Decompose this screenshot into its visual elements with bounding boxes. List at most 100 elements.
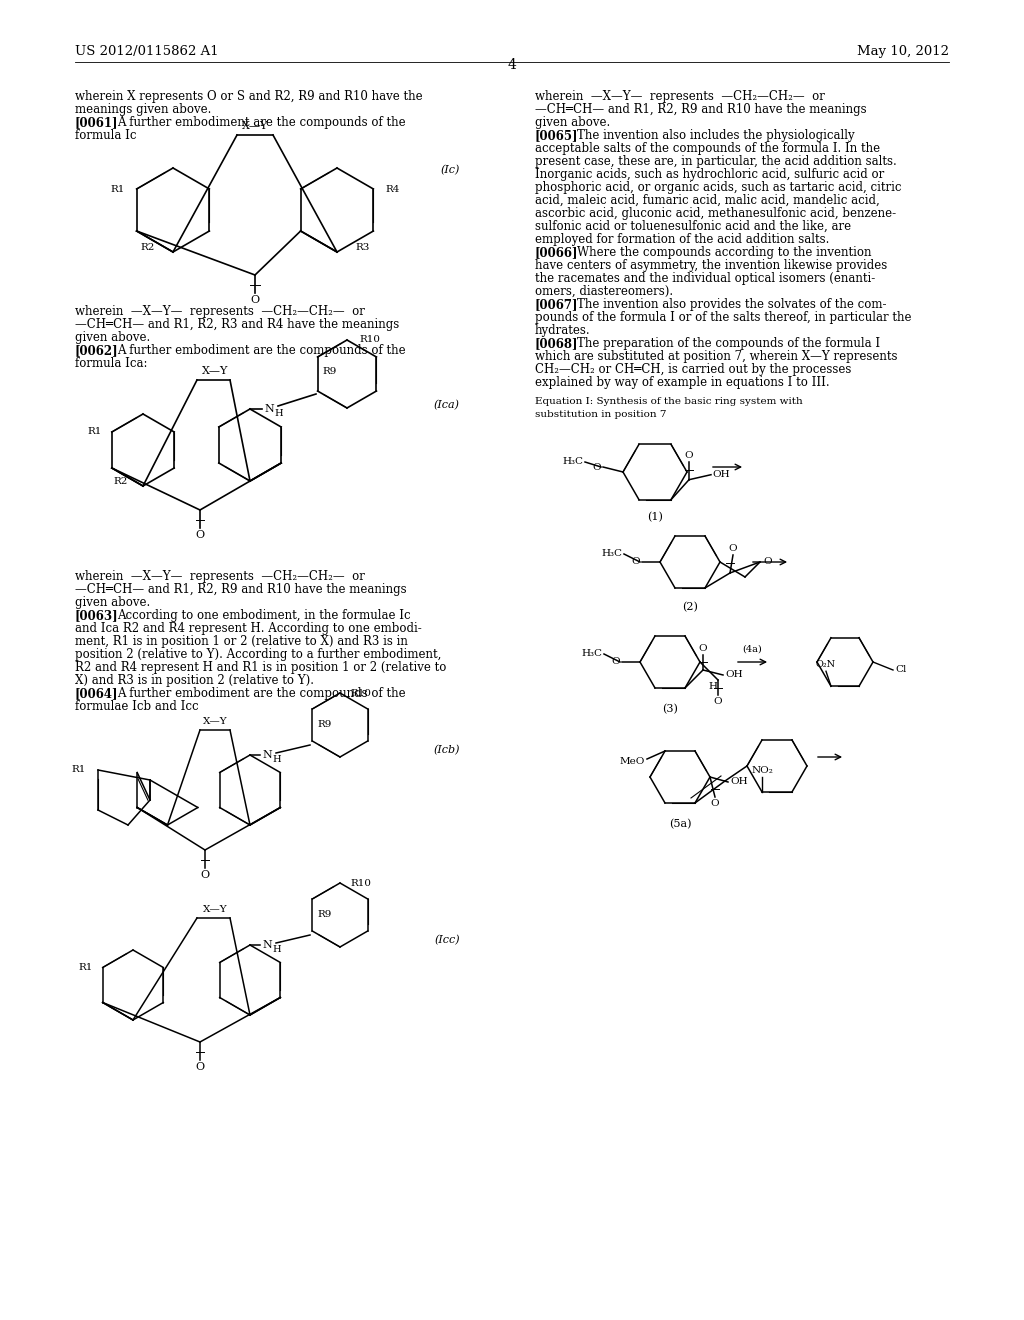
Text: The invention also provides the solvates of the com-: The invention also provides the solvates… (577, 298, 887, 312)
Text: [0063]: [0063] (75, 609, 119, 622)
Text: formula Ica:: formula Ica: (75, 356, 147, 370)
Text: O: O (196, 1063, 205, 1072)
Text: H: H (272, 945, 281, 953)
Text: R2 and R4 represent H and R1 is in position 1 or 2 (relative to: R2 and R4 represent H and R1 is in posit… (75, 661, 446, 675)
Text: The preparation of the compounds of the formula I: The preparation of the compounds of the … (577, 337, 880, 350)
Text: O: O (711, 799, 719, 808)
Text: (4a): (4a) (742, 645, 762, 653)
Text: O: O (592, 462, 601, 471)
Text: O: O (251, 294, 259, 305)
Text: OH: OH (712, 470, 730, 479)
Text: [0064]: [0064] (75, 686, 119, 700)
Text: substitution in position 7: substitution in position 7 (535, 411, 667, 418)
Text: wherein X represents O or S and R2, R9 and R10 have the: wherein X represents O or S and R2, R9 a… (75, 90, 423, 103)
Text: R2: R2 (140, 243, 155, 252)
Text: X—Y: X—Y (202, 366, 228, 376)
Text: Where the compounds according to the invention: Where the compounds according to the inv… (577, 246, 871, 259)
Text: N: N (262, 940, 271, 950)
Text: ment, R1 is in position 1 or 2 (relative to X) and R3 is in: ment, R1 is in position 1 or 2 (relative… (75, 635, 408, 648)
Text: X—Y: X—Y (242, 121, 268, 131)
Text: O: O (763, 557, 772, 566)
Text: hydrates.: hydrates. (535, 323, 591, 337)
Text: acceptable salts of the compounds of the formula I. In the: acceptable salts of the compounds of the… (535, 143, 880, 154)
Text: R1: R1 (87, 428, 101, 437)
Text: —CH═CH— and R1, R2, R3 and R4 have the meanings: —CH═CH— and R1, R2, R3 and R4 have the m… (75, 318, 399, 331)
Text: present case, these are, in particular, the acid addition salts.: present case, these are, in particular, … (535, 154, 897, 168)
Text: H₃C: H₃C (601, 549, 622, 558)
Text: (5a): (5a) (669, 818, 691, 829)
Text: X—Y: X—Y (203, 906, 227, 913)
Text: O: O (196, 531, 205, 540)
Text: R1: R1 (78, 964, 93, 972)
Text: CH₂—CH₂ or CH═CH, is carried out by the processes: CH₂—CH₂ or CH═CH, is carried out by the … (535, 363, 851, 376)
Text: MeO: MeO (620, 756, 645, 766)
Text: explained by way of example in equations I to III.: explained by way of example in equations… (535, 376, 829, 389)
Text: formulae Icb and Icc: formulae Icb and Icc (75, 700, 199, 713)
Text: [0066]: [0066] (535, 246, 579, 259)
Text: R10: R10 (350, 689, 371, 697)
Text: US 2012/0115862 A1: US 2012/0115862 A1 (75, 45, 219, 58)
Text: wherein  —X—Y—  represents  —CH₂—CH₂—  or: wherein —X—Y— represents —CH₂—CH₂— or (75, 305, 365, 318)
Text: R9: R9 (323, 367, 337, 376)
Text: the racemates and the individual optical isomers (enanti-: the racemates and the individual optical… (535, 272, 876, 285)
Text: O: O (698, 644, 708, 653)
Text: N: N (262, 750, 271, 760)
Text: X—Y: X—Y (203, 717, 227, 726)
Text: R1: R1 (72, 766, 86, 775)
Text: OH: OH (725, 671, 742, 680)
Text: Inorganic acids, such as hydrochloric acid, sulfuric acid or: Inorganic acids, such as hydrochloric ac… (535, 168, 885, 181)
Text: employed for formation of the acid addition salts.: employed for formation of the acid addit… (535, 234, 829, 246)
Text: (Icb): (Icb) (433, 744, 460, 755)
Text: O₂N: O₂N (816, 660, 836, 669)
Text: pounds of the formula I or of the salts thereof, in particular the: pounds of the formula I or of the salts … (535, 312, 911, 323)
Text: wherein  —X—Y—  represents  —CH₂—CH₂—  or: wherein —X—Y— represents —CH₂—CH₂— or (75, 570, 365, 583)
Text: O: O (714, 697, 722, 706)
Text: R10: R10 (350, 879, 371, 887)
Text: given above.: given above. (75, 597, 151, 609)
Text: (Icc): (Icc) (434, 935, 460, 945)
Text: have centers of asymmetry, the invention likewise provides: have centers of asymmetry, the invention… (535, 259, 887, 272)
Text: A further embodiment are the compounds of the: A further embodiment are the compounds o… (117, 345, 406, 356)
Text: —CH═CH— and R1, R2, R9 and R10 have the meanings: —CH═CH— and R1, R2, R9 and R10 have the … (75, 583, 407, 597)
Text: H₃C: H₃C (562, 458, 583, 466)
Text: The invention also includes the physiologically: The invention also includes the physiolo… (577, 129, 855, 143)
Text: (2): (2) (682, 602, 698, 612)
Text: O: O (632, 557, 640, 566)
Text: [0062]: [0062] (75, 345, 119, 356)
Text: O: O (685, 450, 693, 459)
Text: wherein  —X—Y—  represents  —CH₂—CH₂—  or: wherein —X—Y— represents —CH₂—CH₂— or (535, 90, 825, 103)
Text: A further embodiment are the compounds of the: A further embodiment are the compounds o… (117, 686, 406, 700)
Text: which are substituted at position 7, wherein X—Y represents: which are substituted at position 7, whe… (535, 350, 897, 363)
Text: given above.: given above. (75, 331, 151, 345)
Text: given above.: given above. (535, 116, 610, 129)
Text: NO₂: NO₂ (751, 766, 773, 775)
Text: H₃C: H₃C (581, 649, 602, 659)
Text: R3: R3 (355, 243, 370, 252)
Text: [0068]: [0068] (535, 337, 579, 350)
Text: O: O (729, 544, 737, 553)
Text: X) and R3 is in position 2 (relative to Y).: X) and R3 is in position 2 (relative to … (75, 675, 314, 686)
Text: R9: R9 (317, 719, 332, 729)
Text: R1: R1 (111, 185, 125, 194)
Text: meanings given above.: meanings given above. (75, 103, 211, 116)
Text: acid, maleic acid, fumaric acid, malic acid, mandelic acid,: acid, maleic acid, fumaric acid, malic a… (535, 194, 880, 207)
Text: (1): (1) (647, 512, 663, 523)
Text: H: H (272, 755, 281, 763)
Text: position 2 (relative to Y). According to a further embodiment,: position 2 (relative to Y). According to… (75, 648, 441, 661)
Text: H: H (274, 408, 283, 417)
Text: [0061]: [0061] (75, 116, 119, 129)
Text: R9: R9 (317, 909, 332, 919)
Text: OH: OH (730, 777, 748, 787)
Text: Cl: Cl (895, 665, 906, 675)
Text: 4: 4 (508, 58, 516, 73)
Text: [0065]: [0065] (535, 129, 579, 143)
Text: R10: R10 (359, 335, 380, 345)
Text: (3): (3) (663, 704, 678, 714)
Text: According to one embodiment, in the formulae Ic: According to one embodiment, in the form… (117, 609, 411, 622)
Text: R2: R2 (114, 477, 128, 486)
Text: H: H (708, 682, 717, 690)
Text: R4: R4 (385, 185, 399, 194)
Text: A further embodiment are the compounds of the: A further embodiment are the compounds o… (117, 116, 406, 129)
Text: (Ica): (Ica) (434, 400, 460, 411)
Text: Equation I: Synthesis of the basic ring system with: Equation I: Synthesis of the basic ring … (535, 397, 803, 407)
